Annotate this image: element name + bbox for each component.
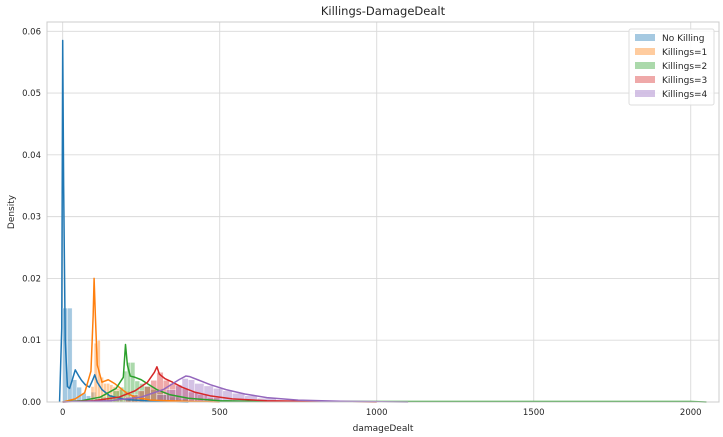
legend-label: Killings=1 [662,48,707,58]
y-axis-label: Density [7,194,17,229]
legend-label: Killings=4 [662,90,708,100]
x-tick-label: 2000 [680,408,702,418]
hist-bar [150,380,158,403]
y-tick-label: 0.06 [22,27,41,37]
y-tick-label: 0.00 [22,398,41,408]
plot-frame [46,21,720,403]
legend: No Killing Killings=1 Killings=2 Killings=3… [628,28,715,106]
kde-line [62,343,707,403]
x-axis-label: damageDealt [353,424,414,434]
chart-title: Killings-DamageDealt [321,4,446,18]
legend-box [628,28,715,106]
legend-label: No Killing [662,34,704,44]
x-tick-label: 0 [60,408,65,418]
y-tick-label: 0.03 [22,213,41,223]
kde-line [62,277,220,403]
y-tick-label: 0.01 [22,336,41,346]
x-tick-label: 1000 [366,408,388,418]
plot-area: 0 500 1000 1500 2000 0.00 0.01 0.02 0.03 0.04 0.05… [22,21,720,418]
legend-label: Killings=2 [662,62,707,72]
legend-swatch [635,48,655,55]
y-tick-label: 0.04 [22,151,41,161]
legend-swatch [635,76,655,83]
legend-swatch [635,62,655,69]
legend-label: Killings=3 [662,76,707,86]
legend-swatch [635,34,655,41]
legend-swatch [635,90,655,97]
y-tick-label: 0.05 [22,89,41,99]
x-tick-label: 500 [212,408,228,418]
x-tick-label: 1500 [523,408,545,418]
hist-bar [90,386,95,403]
kde-line [62,366,377,403]
y-tick-label: 0.02 [22,274,41,284]
plot-background [47,22,719,402]
kde-line [62,375,409,403]
